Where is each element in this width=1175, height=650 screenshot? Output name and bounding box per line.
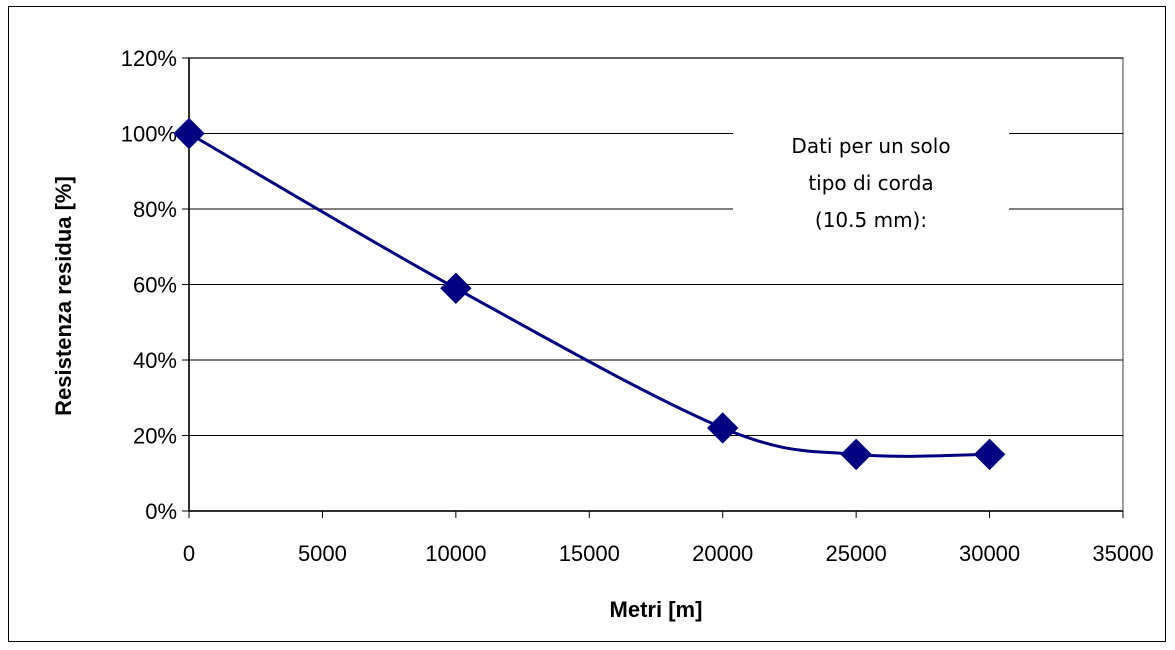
y-tick-label: 0%: [145, 499, 177, 524]
annotation-line-3: (10.5 mm):: [815, 208, 927, 232]
y-tick-label: 20%: [133, 424, 177, 449]
x-tick-label: 25000: [826, 541, 887, 566]
x-tick-label: 10000: [425, 541, 486, 566]
data-point-diamond: [840, 438, 872, 471]
data-point-diamond: [707, 412, 739, 444]
gridlines: [189, 57, 1123, 436]
x-tick-labels: 0 5000 10000 15000 20000 25000 30000 35000: [183, 541, 1154, 566]
x-axis-title: Metri [m]: [610, 597, 703, 622]
data-point-diamond: [440, 272, 472, 304]
annotation-box: Dati per un solo tipo di corda (10.5 mm)…: [733, 125, 1009, 241]
y-tick-label: 40%: [133, 348, 177, 373]
x-tick-label: 35000: [1092, 541, 1153, 566]
x-tick-label: 15000: [559, 541, 620, 566]
y-axis-title: Resistenza residua [%]: [51, 176, 76, 416]
x-tick-label: 30000: [959, 541, 1020, 566]
y-tick-label: 100%: [121, 122, 177, 147]
x-tick-label: 5000: [298, 541, 347, 566]
chart-frame: 0% 20% 40% 60% 80% 100% 120% 0 5000 10000 15000 20…: [8, 6, 1166, 642]
y-tick-label: 120%: [121, 46, 177, 71]
line-chart: 0% 20% 40% 60% 80% 100% 120% 0 5000 10000 15000 20…: [51, 46, 1154, 622]
annotation-line-2: tipo di corda: [808, 171, 933, 195]
series: [173, 117, 1006, 471]
annotation-background: [733, 125, 1009, 241]
y-tick-labels: 0% 20% 40% 60% 80% 100% 120%: [121, 46, 177, 524]
annotation-line-1: Dati per un solo: [791, 134, 950, 158]
y-tick-label: 60%: [133, 273, 177, 298]
data-point-diamond: [173, 117, 205, 150]
x-tick-label: 0: [183, 541, 195, 566]
data-point-diamond: [973, 438, 1006, 471]
x-tick-label: 20000: [692, 541, 753, 566]
series-line: [188, 132, 990, 458]
y-tick-label: 80%: [133, 197, 177, 222]
